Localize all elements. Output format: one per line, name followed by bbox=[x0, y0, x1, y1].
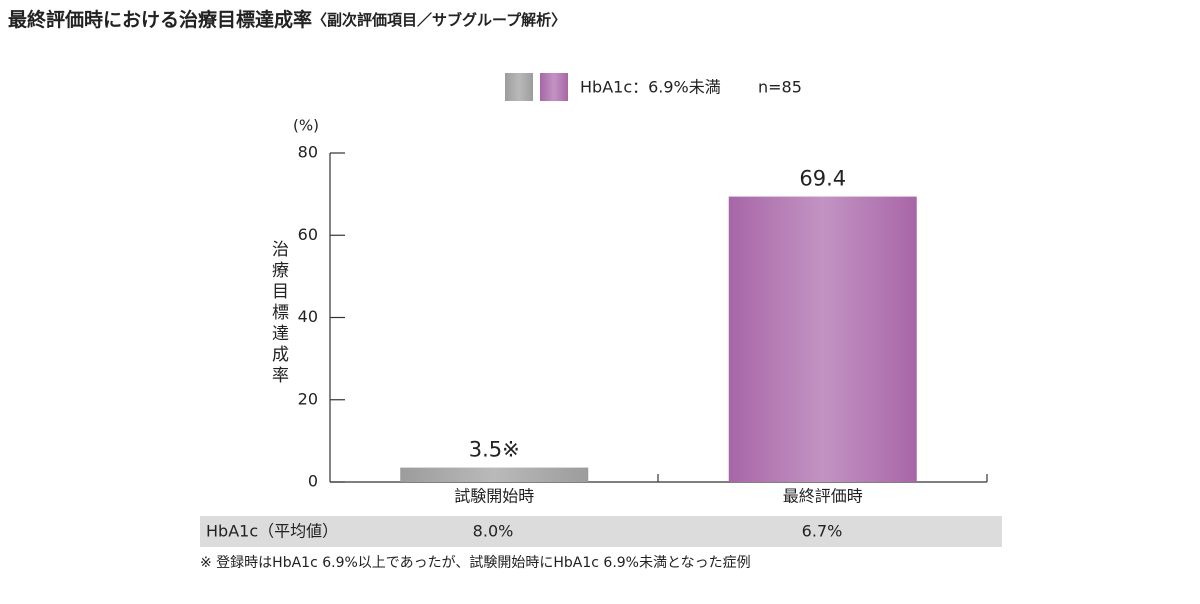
y-axis-label: 治療目標達成率 bbox=[268, 240, 289, 387]
table-cell: 6.7% bbox=[802, 522, 843, 541]
table-band bbox=[200, 516, 1002, 547]
value-label: 69.4 bbox=[799, 167, 846, 191]
table-header: HbA1c（平均値） bbox=[206, 522, 338, 541]
x-tick-label: 最終評価時 bbox=[783, 487, 863, 506]
legend-shine bbox=[505, 73, 533, 101]
y-tick-label: 40 bbox=[298, 307, 318, 326]
bar-shine bbox=[400, 467, 589, 482]
n-label: n=85 bbox=[758, 78, 802, 97]
legend-shine bbox=[540, 73, 568, 101]
y-tick-label: 60 bbox=[298, 225, 318, 244]
value-label: 3.5※ bbox=[469, 438, 520, 462]
y-tick-label: 20 bbox=[298, 389, 318, 408]
chart-title: 最終評価時における治療目標達成率〈副次評価項目／サブグループ解析〉 bbox=[8, 8, 566, 31]
bar-shine bbox=[728, 196, 917, 482]
table-cell: 8.0% bbox=[473, 522, 514, 541]
title: 最終評価時における治療目標達成率 bbox=[8, 8, 312, 31]
legend-label: HbA1c：6.9%未満 bbox=[580, 78, 721, 97]
y-unit: (%) bbox=[293, 117, 319, 135]
subtitle: 〈副次評価項目／サブグループ解析〉 bbox=[312, 11, 566, 29]
x-tick-label: 試験開始時 bbox=[454, 487, 534, 506]
y-tick-label: 0 bbox=[308, 472, 318, 491]
footnote: ※ 登録時はHbA1c 6.9%以上であったが、試験開始時にHbA1c 6.9%… bbox=[200, 555, 751, 571]
y-tick-label: 80 bbox=[298, 143, 318, 162]
